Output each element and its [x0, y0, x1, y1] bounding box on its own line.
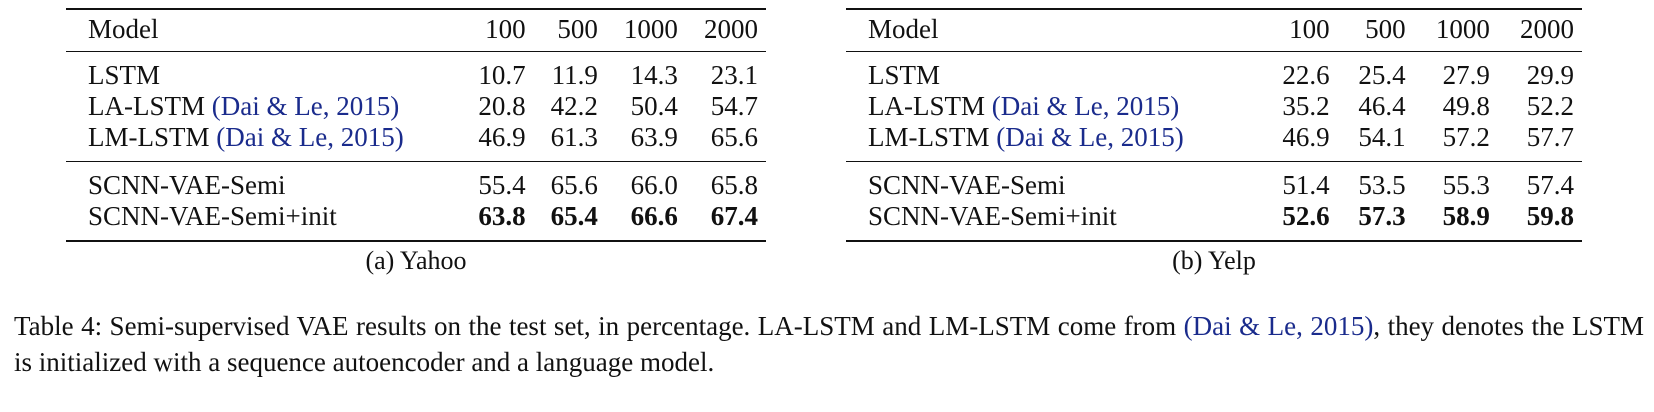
model-name: LA-LSTM (Dai & Le, 2015): [88, 91, 400, 121]
value-cell: 46.9: [478, 122, 526, 152]
value-cell: 66.0: [630, 170, 678, 200]
header-1000: 1000: [1435, 14, 1490, 44]
value-cell: 51.4: [1282, 170, 1330, 200]
table-yahoo: Model 100 500 1000 2000 LSTM 10.7 11.9 1…: [66, 8, 766, 242]
value-cell: 35.2: [1282, 91, 1330, 121]
header-1000: 1000: [623, 14, 678, 44]
header-2000: 2000: [704, 14, 758, 44]
model-name: SCNN-VAE-Semi+init: [868, 201, 1117, 231]
best-value-cell: 52.6: [1282, 201, 1330, 231]
value-cell: 23.1: [710, 60, 758, 90]
value-cell: 55.3: [1442, 170, 1490, 200]
table-row: LA-LSTM (Dai & Le, 2015) 20.8 42.2 50.4 …: [66, 91, 766, 122]
header-row: Model 100 500 1000 2000: [66, 9, 766, 52]
table-row: LM-LSTM (Dai & Le, 2015) 46.9 61.3 63.9 …: [66, 122, 766, 162]
table-caption: Table 4: Semi-supervised VAE results on …: [14, 308, 1644, 380]
value-cell: 27.9: [1442, 60, 1490, 90]
subcaption-yelp: (b) Yelp: [1172, 246, 1256, 275]
model-name: LSTM: [88, 60, 161, 90]
value-cell: 20.8: [478, 91, 526, 121]
header-500: 500: [1365, 14, 1406, 44]
citation-link[interactable]: (Dai & Le, 2015): [216, 122, 404, 152]
value-cell: 53.5: [1358, 170, 1406, 200]
header-row: Model 100 500 1000 2000: [846, 9, 1582, 52]
results-table: Model 100 500 1000 2000 LSTM 22.6 25.4 2…: [846, 8, 1582, 242]
value-cell: 57.4: [1526, 170, 1574, 200]
value-cell: 52.2: [1526, 91, 1574, 121]
model-name: SCNN-VAE-Semi: [88, 170, 286, 200]
header-model: Model: [88, 14, 159, 44]
value-cell: 61.3: [550, 122, 598, 152]
best-value-cell: 59.8: [1526, 201, 1574, 231]
best-value-cell: 57.3: [1358, 201, 1406, 231]
header-2000: 2000: [1520, 14, 1574, 44]
value-cell: 65.8: [710, 170, 758, 200]
value-cell: 22.6: [1282, 60, 1330, 90]
value-cell: 49.8: [1442, 91, 1490, 121]
citation-link[interactable]: (Dai & Le, 2015): [211, 91, 400, 121]
header-100: 100: [1289, 14, 1330, 44]
model-name: SCNN-VAE-Semi+init: [88, 201, 337, 231]
table-yelp: Model 100 500 1000 2000 LSTM 22.6 25.4 2…: [846, 8, 1582, 242]
model-name: LSTM: [868, 60, 941, 90]
value-cell: 25.4: [1358, 60, 1406, 90]
value-cell: 11.9: [551, 60, 598, 90]
best-value-cell: 63.8: [478, 201, 526, 231]
best-value-cell: 67.4: [710, 201, 758, 231]
value-cell: 14.3: [630, 60, 678, 90]
model-name: LM-LSTM (Dai & Le, 2015): [88, 122, 404, 152]
value-cell: 54.7: [710, 91, 758, 121]
citation-link[interactable]: (Dai & Le, 2015): [1183, 311, 1374, 341]
table-row: SCNN-VAE-Semi 55.4 65.6 66.0 65.8: [66, 162, 766, 202]
value-cell: 42.2: [550, 91, 598, 121]
model-name: SCNN-VAE-Semi: [868, 170, 1066, 200]
model-name: LA-LSTM (Dai & Le, 2015): [868, 91, 1180, 121]
table-row: LA-LSTM (Dai & Le, 2015) 35.2 46.4 49.8 …: [846, 91, 1582, 122]
subcaption-yahoo: (a) Yahoo: [365, 246, 467, 275]
value-cell: 57.7: [1526, 122, 1574, 152]
value-cell: 63.9: [630, 122, 678, 152]
table-row: LM-LSTM (Dai & Le, 2015) 46.9 54.1 57.2 …: [846, 122, 1582, 162]
value-cell: 29.9: [1526, 60, 1574, 90]
value-cell: 65.6: [550, 170, 598, 200]
value-cell: 55.4: [478, 170, 526, 200]
best-value-cell: 66.6: [630, 201, 678, 231]
header-500: 500: [557, 14, 598, 44]
best-value-cell: 65.4: [550, 201, 598, 231]
best-value-cell: 58.9: [1442, 201, 1490, 231]
value-cell: 65.6: [710, 122, 758, 152]
value-cell: 50.4: [630, 91, 678, 121]
value-cell: 10.7: [478, 60, 526, 90]
caption-text: , they denotes the LSTM is initialized w…: [14, 311, 1644, 377]
header-model: Model: [868, 14, 939, 44]
table-row: SCNN-VAE-Semi+init 52.6 57.3 58.9 59.8: [846, 201, 1582, 241]
citation-link[interactable]: (Dai & Le, 2015): [996, 122, 1184, 152]
value-cell: 46.9: [1282, 122, 1330, 152]
header-100: 100: [485, 14, 526, 44]
table-row: LSTM 22.6 25.4 27.9 29.9: [846, 52, 1582, 92]
results-table: Model 100 500 1000 2000 LSTM 10.7 11.9 1…: [66, 8, 766, 242]
table-row: SCNN-VAE-Semi 51.4 53.5 55.3 57.4: [846, 162, 1582, 202]
table-row: SCNN-VAE-Semi+init 63.8 65.4 66.6 67.4: [66, 201, 766, 241]
table-row: LSTM 10.7 11.9 14.3 23.1: [66, 52, 766, 92]
caption-text: Table 4: Semi-supervised VAE results on …: [14, 311, 1184, 341]
model-name: LM-LSTM (Dai & Le, 2015): [868, 122, 1184, 152]
citation-link[interactable]: (Dai & Le, 2015): [991, 91, 1180, 121]
value-cell: 57.2: [1442, 122, 1490, 152]
value-cell: 54.1: [1358, 122, 1406, 152]
value-cell: 46.4: [1358, 91, 1406, 121]
